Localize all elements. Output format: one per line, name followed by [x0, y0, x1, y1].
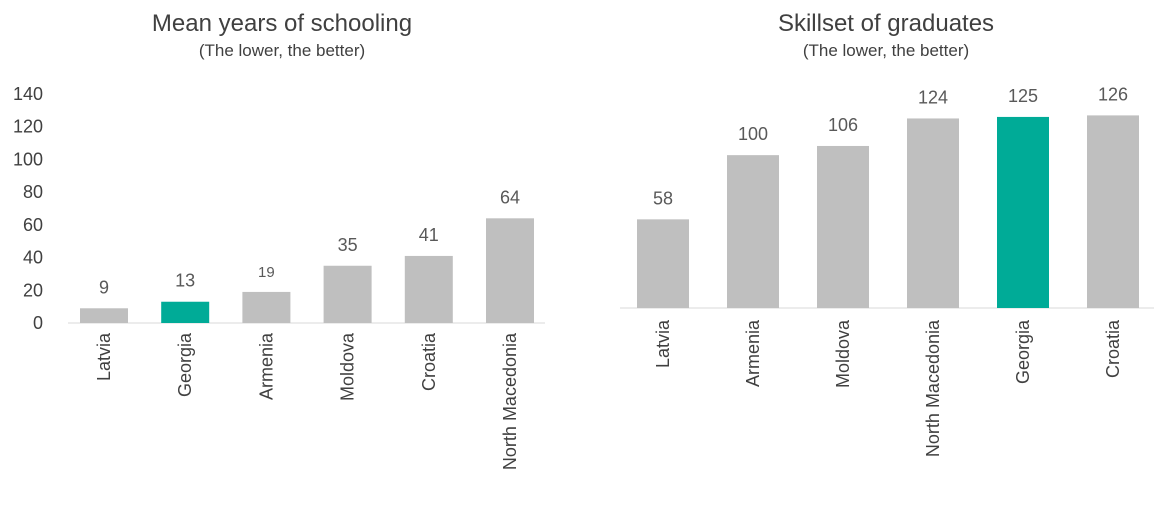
- y-tick-label: 0: [33, 313, 43, 333]
- y-tick-label: 40: [23, 248, 43, 268]
- y-tick-label: 140: [13, 84, 43, 104]
- data-label: 64: [500, 187, 520, 207]
- data-label: 124: [918, 87, 948, 107]
- bars: [80, 218, 534, 323]
- y-tick-label: 20: [23, 280, 43, 300]
- data-labels: 58 100 106 124 125 126: [653, 84, 1128, 208]
- y-tick-label: 80: [23, 182, 43, 202]
- bar-croatia: [1087, 115, 1139, 309]
- bar-georgia: [997, 116, 1049, 308]
- y-axis: 0 20 40 60 80 100 120 140: [13, 84, 43, 333]
- data-label: 100: [738, 124, 768, 144]
- x-tick-label: Croatia: [1103, 319, 1123, 378]
- x-tick-label: Georgia: [175, 332, 195, 397]
- bar-north-macedonia: [486, 218, 534, 323]
- chart-subtitle: (The lower, the better): [803, 41, 969, 60]
- x-tick-label: Georgia: [1013, 319, 1033, 384]
- y-tick-label: 100: [13, 149, 43, 169]
- x-tick-label: Moldova: [338, 332, 358, 401]
- category-labels: Latvia Armenia Moldova North Macedonia Georg…: [653, 319, 1123, 457]
- bar-armenia: [727, 155, 779, 308]
- x-tick-label: North Macedonia: [500, 332, 520, 470]
- chart-title: Skillset of graduates: [778, 10, 994, 37]
- x-tick-label: Moldova: [833, 319, 853, 388]
- x-tick-label: North Macedonia: [923, 319, 943, 457]
- x-tick-label: Latvia: [653, 319, 673, 368]
- data-label: 58: [653, 188, 673, 208]
- chart-skillset-of-graduates: Skillset of graduates (The lower, the be…: [620, 10, 1154, 457]
- chart-title: Mean years of schooling: [152, 10, 412, 37]
- data-label: 125: [1008, 86, 1038, 106]
- chart-mean-years-of-schooling: Mean years of schooling (The lower, the …: [13, 10, 545, 470]
- bar-moldova: [817, 145, 869, 308]
- bar-georgia: [161, 301, 210, 323]
- data-label: 106: [828, 115, 858, 135]
- data-label: 19: [258, 264, 275, 281]
- bar-latvia: [637, 219, 689, 308]
- x-tick-label: Armenia: [256, 332, 276, 400]
- data-label: 41: [419, 225, 439, 245]
- x-tick-label: Croatia: [419, 332, 439, 391]
- category-labels: Latvia Georgia Armenia Moldova Croatia North …: [94, 332, 520, 470]
- y-tick-label: 60: [23, 215, 43, 235]
- x-tick-label: Armenia: [743, 319, 763, 387]
- data-label: 9: [99, 277, 109, 297]
- bars: [637, 115, 1139, 309]
- bar-moldova: [323, 265, 372, 323]
- data-label: 126: [1098, 84, 1128, 104]
- y-tick-label: 120: [13, 117, 43, 137]
- bar-latvia: [80, 308, 128, 323]
- data-labels: 9 13 19 35 41 64: [99, 187, 520, 297]
- chart-subtitle: (The lower, the better): [199, 41, 365, 60]
- x-tick-label: Latvia: [94, 332, 114, 381]
- bar-north-macedonia: [907, 118, 959, 308]
- data-label: 13: [175, 271, 195, 291]
- bar-armenia: [242, 291, 291, 323]
- bar-croatia: [404, 255, 453, 323]
- data-label: 35: [338, 235, 358, 255]
